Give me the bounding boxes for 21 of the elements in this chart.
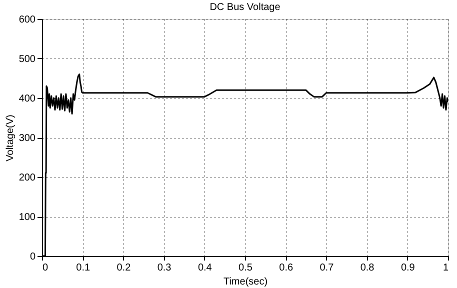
x-tick-label: 0 [42,262,48,274]
y-axis-title: Voltage(V) [4,114,16,162]
x-tick-label: 1 [442,262,449,274]
y-tick-label: 300 [18,133,36,144]
chart-title: DC Bus Voltage [210,2,281,13]
x-tick-label: 0.8 [360,262,375,274]
y-tick-label: 100 [18,212,36,223]
x-tick-label: 0.9 [400,262,416,274]
y-tick-label: 600 [18,14,36,26]
y-tick-label: 200 [18,172,36,184]
y-tick-label: 400 [18,94,36,104]
x-tick-label: 0.7 [320,262,334,274]
x-tick-label: 0.2 [116,262,132,274]
y-tick-label: 0 [30,252,36,262]
x-tick-label: 0.6 [279,262,294,274]
x-tick-label: 0.4 [198,262,212,274]
x-tick-label: 0.3 [157,262,172,274]
x-tick-label: 0.1 [76,262,90,274]
y-tick-label: 500 [18,54,36,65]
x-tick-label: 0.5 [238,262,253,274]
x-axis-title: Time(sec) [223,276,268,288]
